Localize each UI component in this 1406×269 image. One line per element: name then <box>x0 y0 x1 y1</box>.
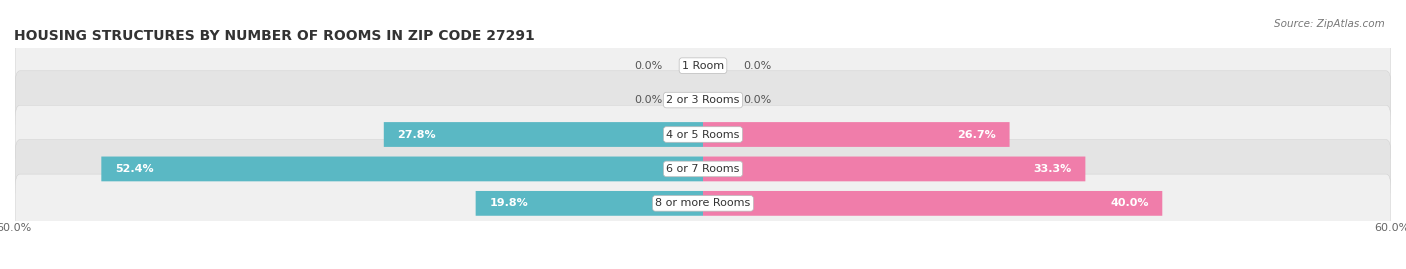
Text: 8 or more Rooms: 8 or more Rooms <box>655 198 751 208</box>
Text: 33.3%: 33.3% <box>1033 164 1071 174</box>
Text: Source: ZipAtlas.com: Source: ZipAtlas.com <box>1274 19 1385 29</box>
Text: 0.0%: 0.0% <box>634 95 662 105</box>
FancyBboxPatch shape <box>101 157 703 181</box>
FancyBboxPatch shape <box>703 191 1163 216</box>
Text: 1 Room: 1 Room <box>682 61 724 71</box>
FancyBboxPatch shape <box>15 71 1391 129</box>
FancyBboxPatch shape <box>475 191 703 216</box>
FancyBboxPatch shape <box>15 36 1391 95</box>
Text: 26.7%: 26.7% <box>957 129 995 140</box>
Text: 0.0%: 0.0% <box>744 95 772 105</box>
Text: 19.8%: 19.8% <box>489 198 529 208</box>
Text: 40.0%: 40.0% <box>1109 198 1149 208</box>
Text: 27.8%: 27.8% <box>398 129 436 140</box>
FancyBboxPatch shape <box>15 174 1391 233</box>
Text: 0.0%: 0.0% <box>744 61 772 71</box>
FancyBboxPatch shape <box>703 122 1010 147</box>
Text: 52.4%: 52.4% <box>115 164 153 174</box>
Text: 2 or 3 Rooms: 2 or 3 Rooms <box>666 95 740 105</box>
FancyBboxPatch shape <box>384 122 703 147</box>
Text: 0.0%: 0.0% <box>634 61 662 71</box>
Text: HOUSING STRUCTURES BY NUMBER OF ROOMS IN ZIP CODE 27291: HOUSING STRUCTURES BY NUMBER OF ROOMS IN… <box>14 29 534 43</box>
FancyBboxPatch shape <box>15 140 1391 198</box>
FancyBboxPatch shape <box>703 157 1085 181</box>
FancyBboxPatch shape <box>15 105 1391 164</box>
Text: 6 or 7 Rooms: 6 or 7 Rooms <box>666 164 740 174</box>
Text: 4 or 5 Rooms: 4 or 5 Rooms <box>666 129 740 140</box>
